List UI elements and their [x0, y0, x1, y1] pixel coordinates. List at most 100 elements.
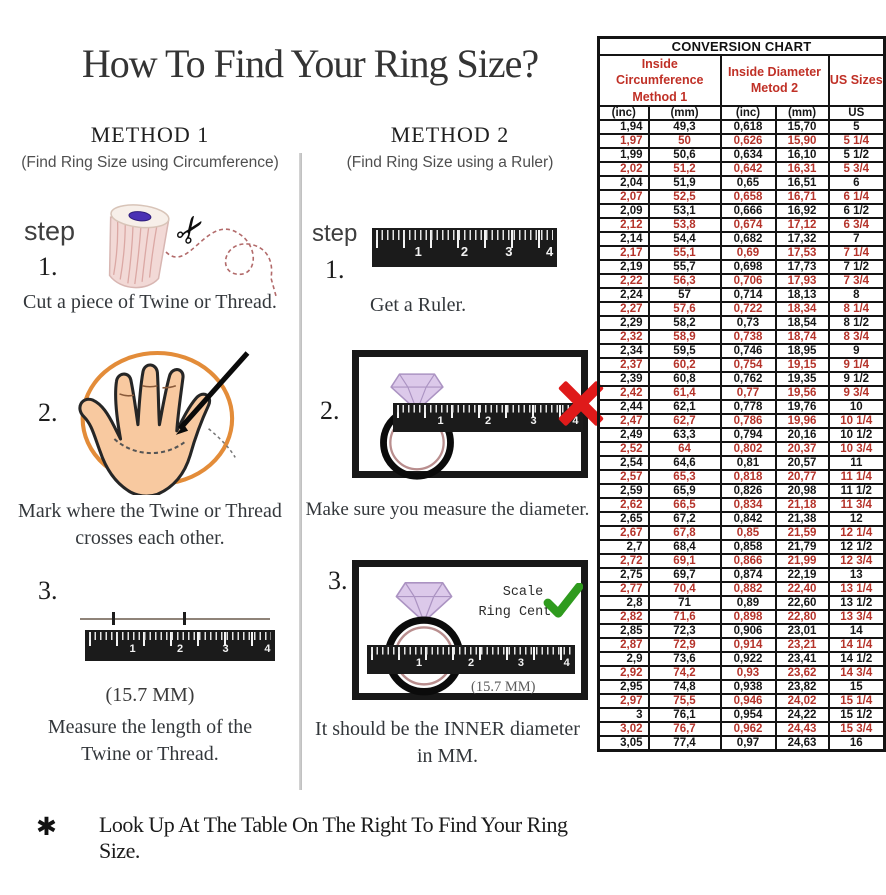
table-cell: 20,57 [774, 454, 830, 471]
table-cell: 70,4 [647, 580, 722, 597]
table-cell: 53,8 [647, 216, 722, 233]
table-cell: 72,9 [647, 636, 722, 653]
table-cell: 0,682 [719, 230, 777, 247]
table-cell: 64,6 [647, 454, 722, 471]
conversion-table-body: 1,94 49,3 0,618 15,70 5 1,97 50 0,626 15,90 5 1/4… [597, 118, 886, 752]
table-cell: 67,8 [647, 524, 722, 541]
table-cell: 2,77 [597, 580, 650, 597]
table-cell: 0,842 [719, 510, 777, 527]
table-cell: 0,73 [719, 314, 777, 331]
table-cell: 5 [827, 118, 886, 135]
table-cell: 2,49 [597, 426, 650, 443]
table-cell: 22,40 [774, 580, 830, 597]
table-row: 2,8 71 0,89 22,60 13 1/2 [597, 594, 886, 611]
table-cell: 2,17 [597, 244, 650, 261]
table-row: 2,12 53,8 0,674 17,12 6 3/4 [597, 216, 886, 233]
table-row: 2,07 52,5 0,658 16,71 6 1/4 [597, 188, 886, 205]
table-cell: 2,07 [597, 188, 650, 205]
table-cell: 22,80 [774, 608, 830, 625]
table-cell: 19,96 [774, 412, 830, 429]
method2-step2-text: Make sure you measure the diameter. [305, 499, 590, 520]
table-row: 2,47 62,7 0,786 19,96 10 1/4 [597, 412, 886, 429]
table-cell: 3,02 [597, 720, 650, 737]
table-cell: 54,4 [647, 230, 722, 247]
table-row: 2,14 54,4 0,682 17,32 7 [597, 230, 886, 247]
table-cell: 2,65 [597, 510, 650, 527]
table-cell: 0,722 [719, 300, 777, 317]
table-cell: 6 3/4 [827, 216, 886, 233]
table-row: 2,82 71,6 0,898 22,80 13 3/4 [597, 608, 886, 625]
wrong-measure-box: 1 2 3 4 [352, 350, 604, 480]
table-row: 1,97 50 0,626 15,90 5 1/4 [597, 132, 886, 149]
table-cell: 2,8 [597, 594, 650, 611]
conversion-chart: CONVERSION CHART Inside Circumference Me… [597, 36, 886, 752]
table-cell: 53,1 [647, 202, 722, 219]
hand-shape [78, 363, 212, 495]
table-cell: 58,2 [647, 314, 722, 331]
table-cell: 19,35 [774, 370, 830, 387]
table-cell: 63,3 [647, 426, 722, 443]
table-cell: 12 1/4 [827, 524, 886, 541]
diamond-icon [390, 373, 444, 412]
table-cell: 13 1/4 [827, 580, 886, 597]
table-cell: 66,5 [647, 496, 722, 513]
ruler-illustration: 1 2 3 4 [367, 645, 575, 674]
table-cell: 0,666 [719, 202, 777, 219]
table-cell: 2,47 [597, 412, 650, 429]
table-cell: 0,65 [719, 174, 777, 191]
table-cell: 15 1/4 [827, 692, 886, 709]
table-cell: 18,54 [774, 314, 830, 331]
table-cell: 21,79 [774, 538, 830, 555]
table-cell: 22,19 [774, 566, 830, 583]
table-cell: 11 1/2 [827, 482, 886, 499]
table-cell: 59,5 [647, 342, 722, 359]
sub-header-cell: (mm) [647, 104, 722, 121]
table-cell: 0,946 [719, 692, 777, 709]
table-cell: 15,90 [774, 132, 830, 149]
table-row: 3 76,1 0,954 24,22 15 1/2 [597, 706, 886, 723]
table-cell: 9 [827, 342, 886, 359]
table-cell: 0,754 [719, 356, 777, 373]
table-cell: 51,2 [647, 160, 722, 177]
table-cell: 8 [827, 286, 886, 303]
table-cell: 0,818 [719, 468, 777, 485]
table-row: 2,32 58,9 0,738 18,74 8 3/4 [597, 328, 886, 345]
method2-header: METHOD 2 (Find Ring Size using a Ruler) [305, 122, 595, 172]
table-cell: 65,3 [647, 468, 722, 485]
table-cell: 2,44 [597, 398, 650, 415]
method1-note: (15.7 MM) [105, 684, 195, 706]
table-cell: 67,2 [647, 510, 722, 527]
twine-mark-line [113, 438, 187, 455]
table-cell: 16,51 [774, 174, 830, 191]
table-cell: 0,698 [719, 258, 777, 275]
table-cell: 50,6 [647, 146, 722, 163]
method1-step3-text: Measure the length of the Twine or Threa… [47, 716, 253, 765]
table-cell: 77,4 [647, 734, 722, 752]
method1-step1-text: Cut a piece of Twine or Thread. [23, 291, 277, 313]
table-row: 2,04 51,9 0,65 16,51 6 [597, 174, 886, 191]
table-row: 2,02 51,2 0,642 16,31 5 3/4 [597, 160, 886, 177]
table-cell: 68,4 [647, 538, 722, 555]
table-cell: 0,762 [719, 370, 777, 387]
table-row: 2,87 72,9 0,914 23,21 14 1/4 [597, 636, 886, 653]
table-row: 2,59 65,9 0,826 20,98 11 1/2 [597, 482, 886, 499]
method2-step1-number: 1. [325, 255, 345, 284]
table-cell: 2,59 [597, 482, 650, 499]
table-cell: 0,794 [719, 426, 777, 443]
table-cell: 71,6 [647, 608, 722, 625]
table-title: CONVERSION CHART [597, 36, 886, 56]
method1-step2-text: Mark where the Twine or Thread crosses e… [18, 500, 282, 549]
table-row: 2,39 60,8 0,762 19,35 9 1/2 [597, 370, 886, 387]
table-cell: 71 [647, 594, 722, 611]
table-cell: 0,866 [719, 552, 777, 569]
table-cell: 20,37 [774, 440, 830, 457]
ruler-illustration: 1 2 3 4 [393, 403, 583, 432]
table-row: 2,57 65,3 0,818 20,77 11 1/4 [597, 468, 886, 485]
scale-ring-center-label: Scale Ring Center [478, 585, 568, 620]
table-cell: 73,6 [647, 650, 722, 667]
table-cell: 10 3/4 [827, 440, 886, 457]
table-cell: 5 1/4 [827, 132, 886, 149]
table-cell: 15,70 [774, 118, 830, 135]
table-row: 2,29 58,2 0,73 18,54 8 1/2 [597, 314, 886, 331]
table-row: 2,62 66,5 0,834 21,18 11 3/4 [597, 496, 886, 513]
